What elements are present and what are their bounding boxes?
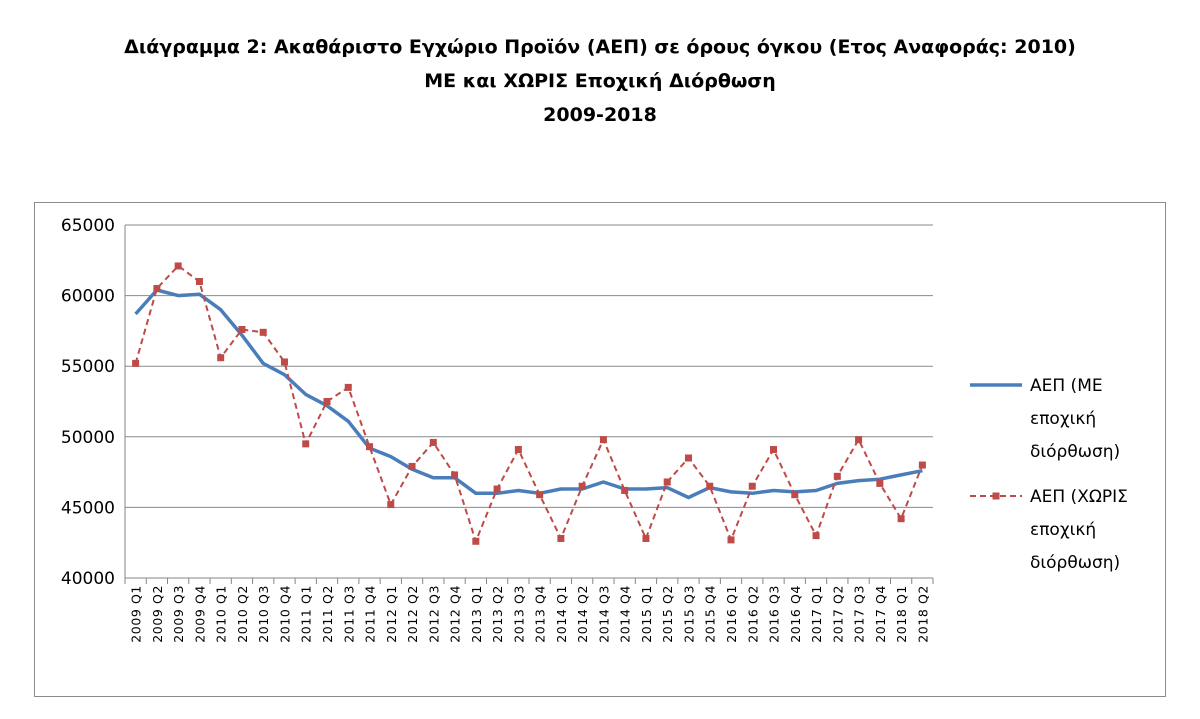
series-marker-without-adjustment [727,536,735,544]
series-marker-without-adjustment [833,472,841,480]
x-tick-label: 2012 Q4 [448,585,463,643]
series-marker-without-adjustment [770,446,778,454]
series-marker-without-adjustment [153,285,161,293]
x-tick-label: 2012 Q1 [384,585,399,643]
series-marker-without-adjustment [217,354,225,362]
series-marker-without-adjustment [599,436,607,444]
x-tick-label: 2010 Q2 [235,585,250,643]
x-tick-label: 2017 Q3 [852,585,867,643]
series-marker-without-adjustment [259,328,267,336]
x-tick-label: 2014 Q1 [554,585,569,643]
x-tick-label: 2014 Q2 [575,585,590,643]
x-tick-label: 2012 Q3 [426,585,441,643]
series-marker-without-adjustment [493,485,501,493]
y-tick-label: 65000 [61,216,115,236]
chart-area-border [34,202,1166,697]
x-tick-label: 2011 Q4 [363,585,378,643]
series-marker-without-adjustment [706,482,714,490]
series-marker-without-adjustment [684,454,692,462]
chart-title-line-2: ΜΕ και ΧΩΡΙΣ Εποχική Διόρθωση [424,70,776,92]
series-marker-without-adjustment [451,471,459,479]
series-marker-without-adjustment [366,443,374,451]
legend-label: εποχική [1030,409,1096,429]
x-tick-label: 2013 Q2 [490,585,505,643]
x-tick-label: 2014 Q4 [618,585,633,643]
series-marker-without-adjustment [918,461,926,469]
x-tick-label: 2013 Q4 [533,585,548,643]
x-tick-label: 2016 Q2 [745,585,760,643]
series-marker-without-adjustment [514,446,522,454]
x-tick-label: 2015 Q2 [660,585,675,643]
x-tick-label: 2012 Q2 [405,585,420,643]
x-tick-label: 2010 Q1 [214,585,229,643]
legend-marker-without-adjustment [992,492,1000,500]
series-marker-without-adjustment [174,262,182,270]
x-tick-label: 2015 Q3 [681,585,696,643]
series-marker-without-adjustment [621,486,629,494]
x-tick-label: 2011 Q3 [341,585,356,643]
series-line-without-adjustment [134,264,924,545]
series-marker-without-adjustment [897,515,905,523]
series-marker-without-adjustment [642,534,650,542]
legend-label: ΑΕΠ (ΧΩΡΙΣ [1030,487,1128,507]
x-tick-label: 2010 Q4 [277,585,292,643]
legend-label: διόρθωση) [1030,442,1120,462]
x-tick-label: 2017 Q1 [809,585,824,643]
chart-title: Διάγραμμα 2: Ακαθάριστο Εγχώριο Προϊόν (… [0,30,1200,132]
series-line-with-adjustment [134,288,923,500]
x-tick-label: 2018 Q2 [915,585,930,643]
y-tick-label: 45000 [61,498,115,518]
legend-label: ΑΕΠ (ΜΕ [1030,376,1103,396]
x-tick-label: 2010 Q3 [256,585,271,643]
x-tick-label: 2013 Q1 [469,585,484,643]
x-tick-label: 2017 Q2 [830,585,845,643]
x-tick-label: 2016 Q4 [788,585,803,643]
series-marker-without-adjustment [578,482,586,490]
legend-label: εποχική [1030,520,1096,540]
series-marker-without-adjustment [472,537,480,545]
series-marker-without-adjustment [748,482,756,490]
series-marker-without-adjustment [323,398,331,405]
series-marker-without-adjustment [408,462,416,470]
y-tick-label: 60000 [61,287,115,307]
series-marker-without-adjustment [876,479,884,487]
x-tick-label: 2015 Q1 [639,585,654,643]
series-marker-without-adjustment [812,532,820,540]
legend-label: διόρθωση) [1030,553,1120,573]
series-marker-without-adjustment [238,325,246,333]
chart-title-line-3: 2009-2018 [543,104,657,126]
x-tick-label: 2011 Q1 [299,585,314,643]
series-marker-without-adjustment [429,438,437,446]
x-tick-label: 2009 Q2 [150,585,165,643]
x-tick-label: 2011 Q2 [320,585,335,643]
series-marker-without-adjustment [344,383,352,391]
y-tick-label: 50000 [61,428,115,448]
y-tick-label: 40000 [61,569,115,589]
series-marker-without-adjustment [387,501,395,509]
series-marker-without-adjustment [536,491,544,499]
series-marker-without-adjustment [557,534,565,542]
y-tick-label: 55000 [61,357,115,377]
chart-title-line-1: Διάγραμμα 2: Ακαθάριστο Εγχώριο Προϊόν (… [124,36,1076,58]
series-marker-without-adjustment [302,440,310,448]
x-tick-label: 2016 Q3 [767,585,782,643]
series-marker-without-adjustment [280,358,288,366]
series-marker-without-adjustment [132,359,140,367]
x-tick-label: 2009 Q3 [171,585,186,643]
series-marker-without-adjustment [791,491,799,499]
x-tick-label: 2014 Q3 [596,585,611,643]
series-marker-without-adjustment [663,478,671,486]
x-tick-label: 2009 Q4 [192,585,207,643]
x-tick-label: 2018 Q1 [894,585,909,643]
x-tick-label: 2017 Q4 [873,585,888,643]
series-marker-without-adjustment [855,436,863,444]
x-tick-label: 2015 Q4 [703,585,718,643]
x-tick-label: 2009 Q1 [129,585,144,643]
x-tick-label: 2016 Q1 [724,585,739,643]
series-marker-without-adjustment [195,277,203,285]
x-tick-label: 2013 Q3 [511,585,526,643]
